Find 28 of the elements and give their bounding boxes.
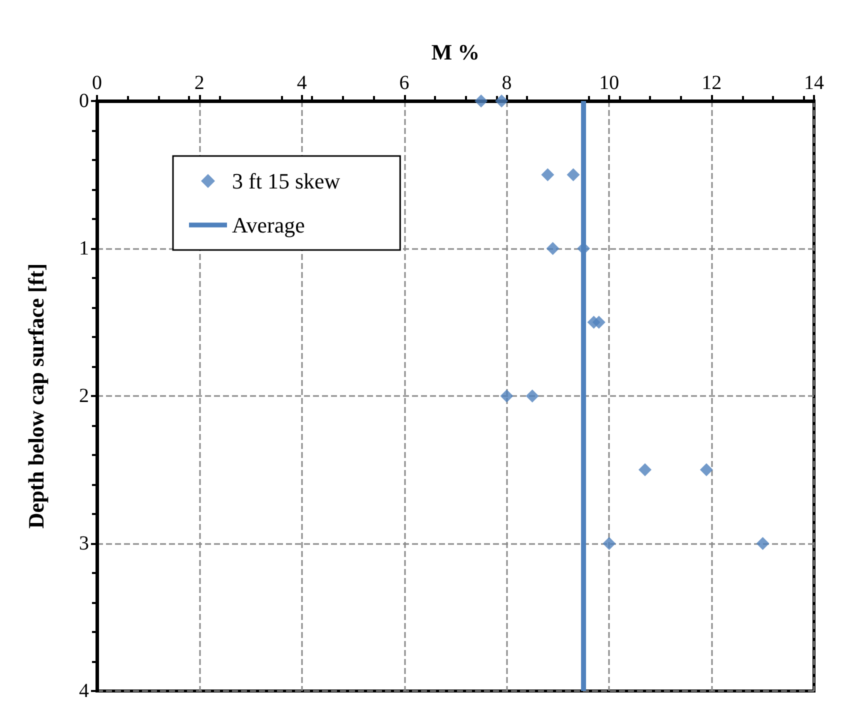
x-tick-label: 10 [599, 72, 620, 94]
x-axis-title: M % [431, 40, 480, 64]
y-axis-title: Depth below cap surface [ft] [24, 263, 48, 529]
point [546, 242, 560, 255]
y-tick-label: 2 [79, 385, 89, 407]
x-tick-label: 14 [804, 72, 824, 94]
y-tick-label: 3 [79, 532, 89, 554]
legend-label: 3 ft 15 skew [232, 168, 340, 194]
point [500, 390, 514, 402]
point [638, 463, 652, 476]
point [495, 94, 508, 108]
y-tick-label: 1 [79, 238, 89, 260]
point [541, 168, 554, 182]
point [602, 537, 616, 550]
y-tick-label: 4 [79, 680, 89, 702]
x-tick-label: 2 [194, 72, 204, 94]
point [756, 537, 770, 550]
x-tick-label: 8 [502, 72, 512, 94]
x-tick-label: 4 [296, 72, 307, 94]
point [526, 390, 539, 402]
x-tick-label: 6 [399, 72, 410, 94]
legend-label: Average [232, 212, 305, 238]
point [700, 463, 713, 476]
x-tick-label: 12 [702, 72, 722, 94]
point [474, 94, 488, 108]
point [566, 168, 580, 182]
y-tick-label: 0 [79, 90, 89, 112]
point [592, 316, 606, 329]
